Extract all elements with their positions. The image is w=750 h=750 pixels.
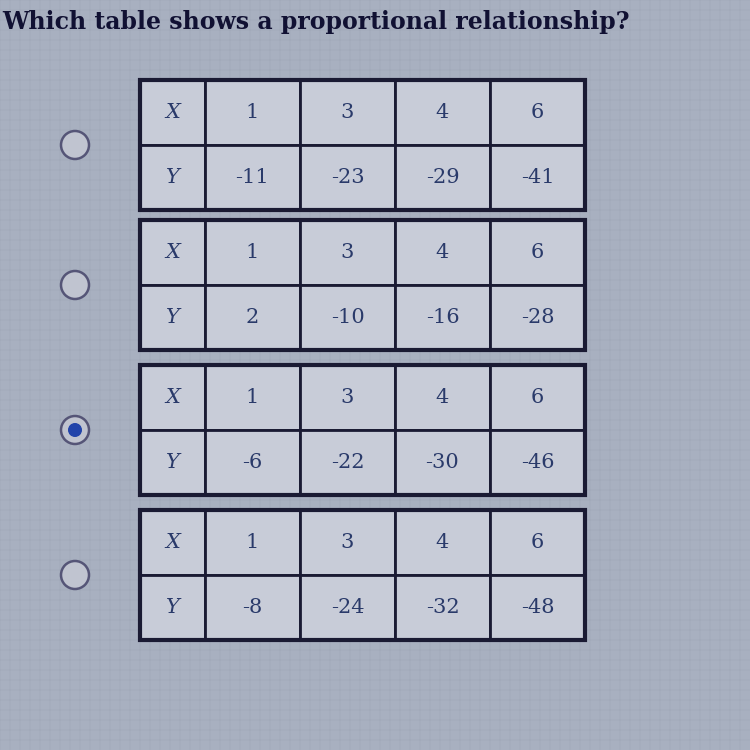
Bar: [140, 220, 585, 350]
Bar: [395, 510, 490, 575]
Bar: [205, 145, 300, 210]
Circle shape: [61, 416, 89, 444]
Bar: [300, 430, 395, 495]
Bar: [490, 145, 585, 210]
Text: 1: 1: [246, 533, 259, 552]
Bar: [395, 430, 490, 495]
Text: 1: 1: [246, 103, 259, 122]
Bar: [490, 575, 585, 640]
Text: Y: Y: [166, 168, 179, 187]
Bar: [395, 80, 490, 145]
Text: Y: Y: [166, 453, 179, 472]
Text: -11: -11: [236, 168, 269, 187]
Bar: [490, 220, 585, 285]
Bar: [140, 145, 205, 210]
Text: -46: -46: [520, 453, 554, 472]
Bar: [140, 80, 205, 145]
Text: 3: 3: [340, 243, 354, 262]
Text: X: X: [165, 533, 180, 552]
Circle shape: [61, 561, 89, 589]
Bar: [300, 80, 395, 145]
Text: -48: -48: [520, 598, 554, 617]
Text: -8: -8: [242, 598, 262, 617]
Bar: [300, 365, 395, 430]
Text: 6: 6: [531, 243, 544, 262]
Text: 6: 6: [531, 533, 544, 552]
Text: -24: -24: [331, 598, 364, 617]
Bar: [300, 575, 395, 640]
Bar: [140, 510, 205, 575]
Bar: [300, 510, 395, 575]
Bar: [300, 285, 395, 350]
Bar: [140, 365, 585, 495]
Text: 4: 4: [436, 103, 449, 122]
Text: -23: -23: [331, 168, 364, 187]
Text: Y: Y: [166, 598, 179, 617]
Bar: [490, 510, 585, 575]
Circle shape: [61, 271, 89, 299]
Text: 4: 4: [436, 243, 449, 262]
Bar: [395, 365, 490, 430]
Bar: [140, 80, 585, 210]
Bar: [140, 365, 205, 430]
Text: X: X: [165, 243, 180, 262]
Bar: [140, 285, 205, 350]
Text: -6: -6: [242, 453, 262, 472]
Bar: [205, 80, 300, 145]
Bar: [395, 285, 490, 350]
Text: -16: -16: [426, 308, 459, 327]
Text: X: X: [165, 103, 180, 122]
Text: 1: 1: [246, 388, 259, 407]
Text: -41: -41: [520, 168, 554, 187]
Text: -32: -32: [426, 598, 459, 617]
Text: 6: 6: [531, 103, 544, 122]
Bar: [205, 575, 300, 640]
Bar: [205, 365, 300, 430]
Bar: [395, 145, 490, 210]
Text: 3: 3: [340, 103, 354, 122]
Text: 6: 6: [531, 388, 544, 407]
Bar: [490, 285, 585, 350]
Text: -30: -30: [426, 453, 459, 472]
Text: 1: 1: [246, 243, 259, 262]
Bar: [205, 510, 300, 575]
Bar: [395, 575, 490, 640]
Bar: [140, 575, 205, 640]
Bar: [490, 365, 585, 430]
Bar: [300, 220, 395, 285]
Text: Y: Y: [166, 308, 179, 327]
Circle shape: [69, 424, 81, 436]
Bar: [490, 430, 585, 495]
Circle shape: [61, 131, 89, 159]
Bar: [205, 220, 300, 285]
Bar: [140, 430, 205, 495]
Bar: [395, 220, 490, 285]
Text: -22: -22: [331, 453, 364, 472]
Text: 2: 2: [246, 308, 259, 327]
Bar: [205, 285, 300, 350]
Bar: [140, 220, 205, 285]
Text: Which table shows a proportional relationship?: Which table shows a proportional relatio…: [2, 10, 630, 34]
Text: -10: -10: [331, 308, 364, 327]
Text: 4: 4: [436, 388, 449, 407]
Text: 3: 3: [340, 533, 354, 552]
Bar: [140, 510, 585, 640]
Text: -28: -28: [520, 308, 554, 327]
Bar: [490, 80, 585, 145]
Text: 3: 3: [340, 388, 354, 407]
Text: 4: 4: [436, 533, 449, 552]
Bar: [205, 430, 300, 495]
Bar: [300, 145, 395, 210]
Text: X: X: [165, 388, 180, 407]
Text: -29: -29: [426, 168, 459, 187]
